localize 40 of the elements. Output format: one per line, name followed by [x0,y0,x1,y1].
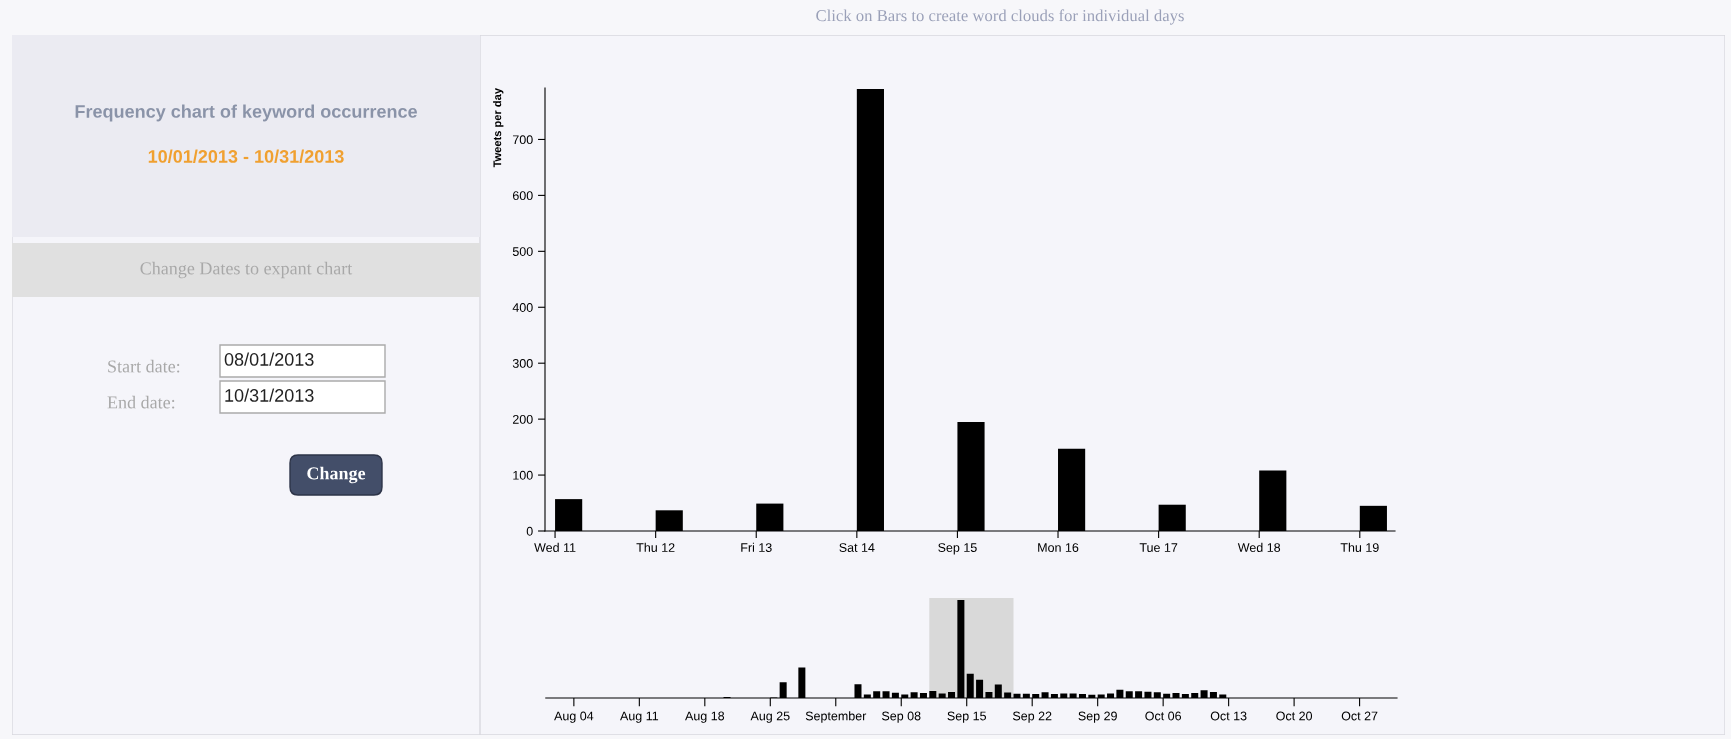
text: Click on Bars to create word clouds for individual days [816,9,1184,25]
x-tick-label: Oct 06 [1145,711,1182,721]
x-tick-label: Mon 16 [1038,543,1079,552]
y-tick-label: 400 [512,303,533,312]
x-tick-label: Thu 19 [1340,542,1379,552]
x-tick-label: Fri 13 [741,542,772,552]
x-tick-label: Sep 15 [938,543,977,555]
y-tick-label: 200 [512,414,533,424]
text: Change [307,466,366,484]
text: Change Dates to expant chart [140,261,353,279]
x-tick-label: Aug 11 [620,711,659,723]
x-tick-label: Oct 13 [1210,711,1247,721]
text: 10/01/2013 - 10/31/2013 [148,149,344,164]
x-tick-label: Sat 14 [839,543,875,552]
x-tick-label: Oct 27 [1341,711,1378,721]
x-tick-label: Sep 08 [882,711,921,723]
x-tick-label: Tue 17 [1139,543,1178,552]
text: 08/01/2013 [224,352,314,366]
x-tick-label: Wed 11 [534,542,576,552]
text: 10/31/2013 [225,388,314,402]
x-tick-label: Aug 04 [554,711,594,723]
x-tick-label: Sep 29 [1078,711,1117,723]
x-tick-label: Sep 15 [947,711,987,723]
y-tick-label: 0 [526,526,533,536]
x-tick-label: Thu 12 [636,542,675,552]
x-tick-label: Sep 22 [1012,711,1052,723]
y-tick-label: 300 [512,359,533,368]
y-axis-title: Tweets per day [493,88,504,168]
x-tick-label: Aug 18 [685,711,725,723]
text: Start date: [108,359,180,373]
x-tick-label: Wed 18 [1237,542,1281,552]
x-tick-label: Oct 20 [1276,711,1313,721]
y-tick-label: 500 [512,247,533,256]
y-tick-label: 100 [513,470,533,480]
x-tick-label: Aug 25 [750,711,790,723]
text: Frequency chart of keyword occurrence [75,104,417,122]
x-tick-label: September [805,711,867,723]
y-tick-label: 700 [512,135,533,145]
text: End date: [107,395,175,409]
y-tick-label: 600 [512,191,533,201]
